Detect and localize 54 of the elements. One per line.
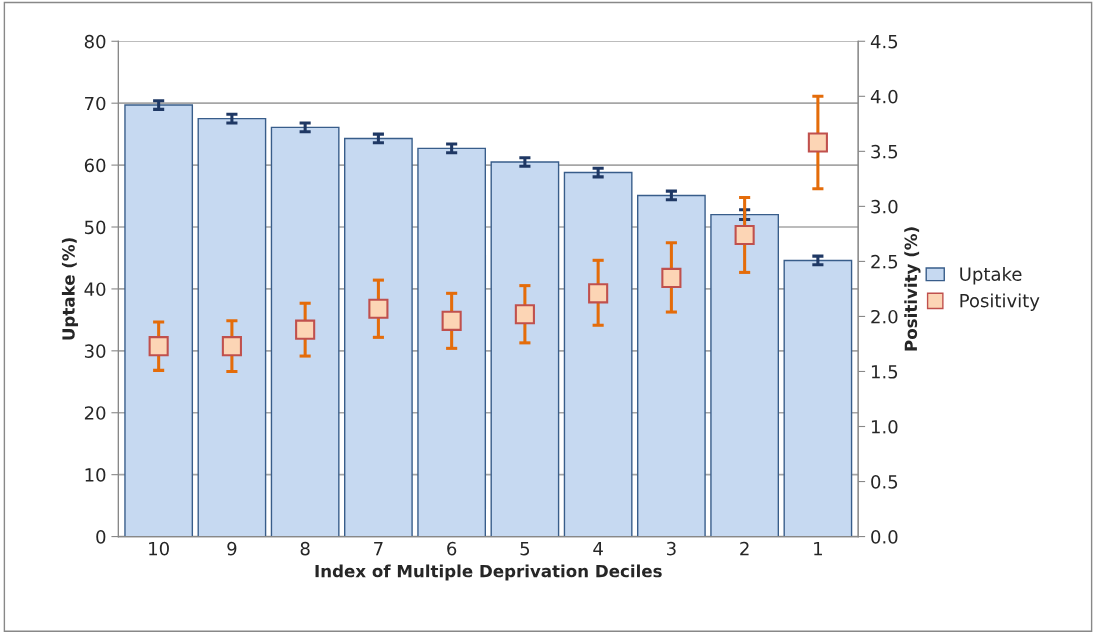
x-tick-label: 3 (667, 541, 676, 556)
y2-tick-label: 3.0 (871, 199, 898, 214)
y2-tick-label: 1.5 (871, 365, 898, 379)
legend-label: Uptake (960, 266, 1022, 285)
bar (417, 147, 487, 537)
point (295, 319, 316, 340)
y2-axis-title: Positivity (%) (904, 227, 921, 351)
y-tick-label: 10 (85, 468, 106, 482)
point (441, 310, 462, 331)
bar (636, 194, 706, 537)
legend-label: Positivity (960, 293, 1040, 311)
point (588, 283, 609, 304)
y2-tick-label: 4.5 (870, 34, 898, 49)
y-tick-label: 80 (84, 34, 106, 49)
y-tick-label: 20 (84, 406, 106, 420)
y2-tick-label: 2.0 (871, 309, 898, 324)
bar (124, 104, 194, 537)
y2-tick-label: 4.0 (870, 89, 898, 104)
bar (344, 137, 413, 537)
x-tick-label: 7 (374, 541, 383, 556)
x-tick-label: 8 (300, 541, 310, 556)
y-tick-label: 70 (85, 96, 106, 111)
point (368, 298, 389, 319)
point (807, 132, 828, 153)
y2-tick-label: 0.5 (871, 475, 898, 489)
x-tick-label: 6 (447, 541, 457, 556)
y2-tick-label: 1.0 (871, 419, 898, 434)
point (734, 224, 755, 246)
bar (563, 171, 633, 537)
x-tick-label: 9 (227, 541, 237, 556)
point (514, 304, 535, 325)
y-tick-label: 0 (96, 530, 106, 544)
x-tick-label: 4 (593, 541, 603, 556)
y-tick-label: 50 (84, 220, 106, 235)
y-axis-title: Uptake (%) (61, 238, 79, 340)
x-tick-label: 2 (740, 541, 749, 556)
x-axis-title: Index of Multiple Deprivation Deciles (315, 564, 662, 581)
point (661, 267, 682, 288)
y-tick-label: 30 (84, 344, 106, 358)
bar (197, 117, 267, 537)
x-tick-label: 1 (814, 541, 822, 556)
point (221, 336, 242, 357)
bar (490, 161, 560, 537)
bar (270, 126, 340, 537)
y2-tick-label: 2.5 (871, 254, 898, 269)
y-tick-label: 60 (84, 158, 106, 173)
bar (783, 259, 853, 537)
y2-tick-label: 0.0 (871, 530, 898, 544)
x-tick-label: 5 (520, 541, 530, 556)
x-tick-label: 10 (149, 541, 169, 556)
y-tick-label: 40 (84, 282, 106, 297)
point (148, 336, 169, 357)
y2-tick-label: 3.5 (871, 144, 898, 159)
bar (710, 213, 780, 537)
